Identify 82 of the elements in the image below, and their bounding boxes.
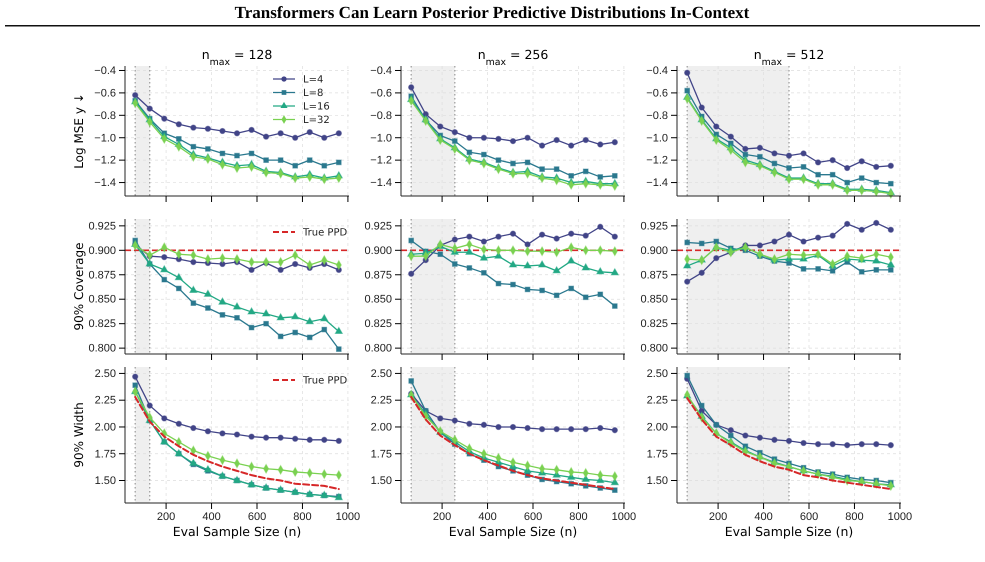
y-tick-label: 0.800 bbox=[640, 342, 668, 355]
y-tick-label: 2.25 bbox=[94, 394, 116, 407]
y-tick-label: 0.850 bbox=[640, 294, 668, 306]
y-tick-label: 1.75 bbox=[646, 448, 668, 460]
y-tick-label: −1.2 bbox=[370, 154, 392, 167]
y-tick-label: 2.00 bbox=[94, 421, 116, 434]
y-tick-label: −0.4 bbox=[646, 65, 668, 78]
x-tick-label: 200 bbox=[432, 510, 452, 523]
x-axis-title: Eval Sample Size (n) bbox=[448, 524, 578, 539]
y-tick-label: −1.2 bbox=[94, 154, 116, 167]
legend-label: L=4 bbox=[303, 74, 324, 86]
y-tick-label: 1.50 bbox=[94, 475, 116, 488]
y-tick-label: 2.25 bbox=[370, 394, 392, 407]
y-axis-title: Log MSE y ↓ bbox=[72, 93, 86, 169]
y-tick-label: 0.800 bbox=[364, 342, 392, 355]
y-tick-label: 0.825 bbox=[364, 318, 392, 330]
y-tick-label: 0.850 bbox=[88, 294, 116, 306]
x-tick-label: 400 bbox=[478, 510, 497, 523]
x-axis-title: Eval Sample Size (n) bbox=[172, 524, 302, 539]
y-tick-label: −0.4 bbox=[370, 65, 392, 78]
chart-title: n$_{max}$ = 512 bbox=[754, 47, 824, 68]
y-tick-label: 0.825 bbox=[640, 318, 668, 330]
y-tick-label: 1.50 bbox=[646, 475, 668, 488]
x-tick-label: 800 bbox=[293, 510, 312, 523]
legend-label: True PPD bbox=[302, 228, 348, 238]
x-tick-label: 200 bbox=[708, 510, 728, 523]
y-tick-label: 2.00 bbox=[646, 421, 668, 434]
x-tick-label: 1000 bbox=[612, 510, 636, 523]
y-tick-label: 0.900 bbox=[640, 244, 668, 257]
y-tick-label: −0.8 bbox=[646, 110, 668, 122]
legend-label: L=8 bbox=[303, 88, 324, 99]
y-tick-label: −1.4 bbox=[646, 177, 668, 190]
x-tick-label: 600 bbox=[800, 510, 818, 523]
y-tick-label: −1.4 bbox=[94, 177, 116, 190]
y-tick-label: −1.0 bbox=[646, 132, 668, 144]
y-tick-label: 0.850 bbox=[364, 294, 392, 306]
y-tick-label: 0.900 bbox=[88, 244, 116, 257]
x-tick-label: 400 bbox=[202, 510, 221, 523]
legend-label: L=32 bbox=[303, 115, 330, 126]
x-tick-label: 1000 bbox=[888, 510, 912, 523]
text: Transformers Can Learn Posterior Predictive Distributions In-Context bbox=[234, 3, 750, 22]
y-tick-label: 2.00 bbox=[370, 421, 392, 434]
y-tick-label: 0.925 bbox=[640, 220, 668, 232]
y-tick-label: 2.50 bbox=[370, 368, 392, 380]
y-tick-label: 0.900 bbox=[364, 244, 392, 257]
y-axis-title: 90% Width bbox=[72, 402, 86, 468]
y-tick-label: 0.925 bbox=[88, 220, 116, 232]
y-tick-label: 0.875 bbox=[88, 269, 116, 282]
y-tick-label: −1.2 bbox=[646, 154, 668, 167]
x-tick-label: 200 bbox=[156, 510, 176, 523]
y-tick-label: −1.0 bbox=[370, 132, 392, 144]
y-tick-label: −1.4 bbox=[370, 177, 392, 190]
y-axis-title: 90% Coverage bbox=[72, 242, 86, 330]
x-tick-label: 800 bbox=[569, 510, 588, 523]
y-tick-label: −0.6 bbox=[94, 87, 116, 100]
y-tick-label: −0.6 bbox=[646, 87, 668, 100]
y-tick-label: 1.50 bbox=[370, 475, 392, 488]
chart-title: n$_{max}$ = 256 bbox=[478, 47, 548, 68]
x-tick-label: 600 bbox=[524, 510, 542, 523]
x-tick-label: 400 bbox=[754, 510, 773, 523]
y-tick-label: 1.75 bbox=[370, 448, 392, 460]
y-tick-label: 1.75 bbox=[94, 448, 116, 460]
y-tick-label: −1.0 bbox=[94, 132, 116, 144]
y-tick-label: −0.4 bbox=[94, 65, 116, 78]
y-tick-label: 0.875 bbox=[364, 269, 392, 282]
x-axis-title: Eval Sample Size (n) bbox=[724, 524, 854, 539]
y-tick-label: 0.875 bbox=[640, 269, 668, 282]
legend-label: L=16 bbox=[303, 102, 330, 112]
y-tick-label: 2.25 bbox=[646, 394, 668, 407]
y-tick-label: 0.800 bbox=[88, 342, 116, 355]
y-tick-label: −0.8 bbox=[94, 110, 116, 122]
y-tick-label: −0.6 bbox=[370, 87, 392, 100]
y-tick-label: 2.50 bbox=[646, 368, 668, 380]
y-tick-label: −0.8 bbox=[370, 110, 392, 122]
x-tick-label: 800 bbox=[845, 510, 864, 523]
x-tick-label: 1000 bbox=[336, 510, 360, 523]
y-tick-label: 0.825 bbox=[88, 318, 116, 330]
chart-title: n$_{max}$ = 128 bbox=[202, 47, 272, 68]
y-tick-label: 2.50 bbox=[94, 368, 116, 380]
y-tick-label: 0.925 bbox=[364, 220, 392, 232]
legend-label: True PPD bbox=[302, 376, 348, 386]
x-tick-label: 600 bbox=[248, 510, 266, 523]
